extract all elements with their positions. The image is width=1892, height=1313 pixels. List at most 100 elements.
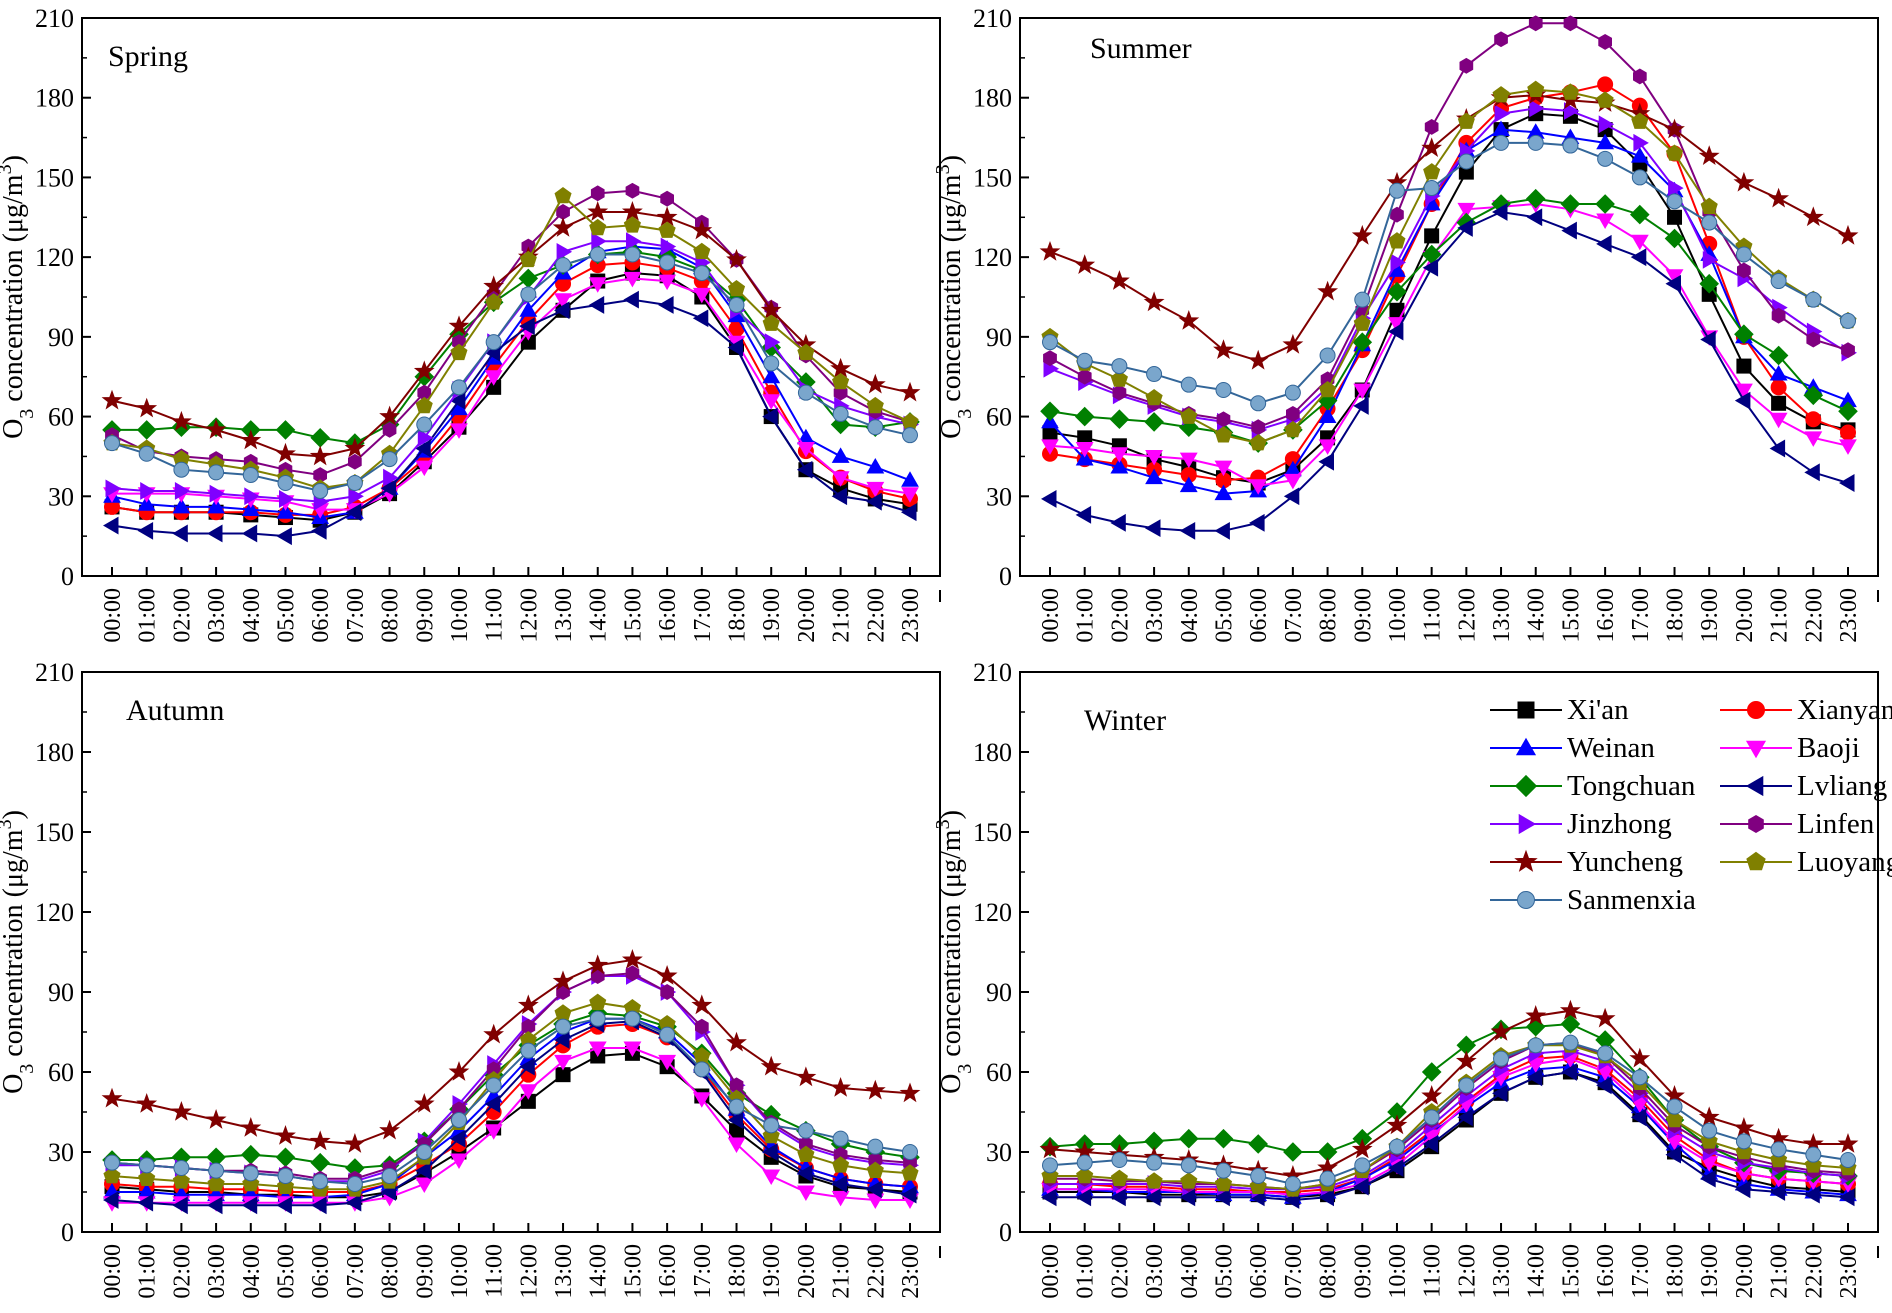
data-point-xianyang: [1840, 424, 1856, 441]
data-point-lvliang: [1457, 1108, 1473, 1127]
x-tick-label: 07:00: [1281, 1244, 1307, 1299]
data-point-luoyang: [762, 314, 780, 331]
data-point-sanmenxia: [1354, 1157, 1371, 1174]
data-point-luoyang: [103, 1166, 121, 1184]
data-point-sanmenxia: [1215, 1162, 1232, 1179]
data-point-lvliang: [796, 1164, 813, 1183]
data-point-lvliang: [1179, 1188, 1196, 1207]
x-tick-label: 06:00: [1246, 1244, 1272, 1299]
data-point-tongchuan: [1629, 204, 1650, 225]
data-point-yuncheng: [1317, 280, 1339, 301]
data-point-yuncheng: [413, 360, 435, 381]
data-point-yuncheng: [621, 948, 643, 969]
y-tick-label: 150: [35, 818, 74, 847]
data-point-linfen: [1077, 368, 1092, 385]
data-point-yuncheng: [448, 1060, 470, 1081]
data-point-yuncheng: [1143, 291, 1165, 312]
data-point-tongchuan: [1178, 1128, 1199, 1149]
data-point-jinzhong: [209, 484, 226, 503]
data-point-sanmenxia: [1527, 1037, 1544, 1054]
data-point-sanmenxia: [1146, 366, 1163, 383]
data-point-tongchuan: [275, 1147, 296, 1168]
data-point-luoyang: [589, 993, 607, 1010]
data-point-luoyang: [1214, 426, 1233, 443]
y-tick-label: 60: [986, 403, 1012, 432]
series-group: [1039, 15, 1859, 540]
data-point-xi-an: [1424, 228, 1440, 244]
data-point-lvliang: [102, 516, 119, 535]
data-point-sanmenxia: [485, 1077, 502, 1094]
data-point-yuncheng: [1108, 270, 1130, 290]
data-point-sanmenxia: [1597, 1045, 1614, 1062]
data-point-yuncheng: [413, 1092, 435, 1113]
data-point-luoyang: [1353, 314, 1371, 331]
data-point-jinzhong: [1494, 104, 1511, 123]
y-axis-title: O3 concentration (μg/m3): [932, 155, 976, 439]
data-point-xianyang: [1597, 76, 1614, 93]
data-point-tongchuan: [240, 1144, 261, 1165]
data-point-yuncheng: [1768, 187, 1790, 208]
data-point-luoyang: [1180, 1172, 1198, 1189]
data-point-sanmenxia: [138, 1157, 155, 1174]
data-point-sanmenxia: [1631, 169, 1648, 186]
data-point-sanmenxia: [1388, 182, 1405, 199]
data-point-linfen: [1286, 406, 1300, 422]
data-point-lvliang: [1665, 274, 1681, 293]
series-lvliang: [102, 290, 917, 546]
x-tick-label: 23:00: [898, 588, 924, 643]
data-point-luoyang: [1457, 112, 1475, 129]
series-yuncheng: [101, 200, 921, 466]
data-point-lvliang: [1040, 490, 1057, 508]
data-point-weinan: [241, 500, 260, 516]
data-point-lvliang: [1769, 439, 1786, 458]
x-tick-label: 19:00: [1697, 1244, 1723, 1299]
data-point-sanmenxia: [1354, 291, 1371, 308]
series-line-yuncheng: [1049, 1009, 1848, 1178]
y-axis-title: O3 concentration (μg/m3): [0, 155, 38, 439]
data-point-sanmenxia: [1042, 334, 1058, 351]
data-point-luoyang: [172, 1172, 190, 1189]
data-point-luoyang: [1388, 232, 1406, 249]
data-point-luoyang: [1249, 434, 1267, 451]
data-point-lvliang: [172, 524, 188, 543]
x-tick-label: 16:00: [655, 1244, 681, 1299]
series-tongchuan: [1040, 188, 1858, 453]
series-line-lvliang: [1049, 210, 1849, 532]
series-yuncheng: [101, 948, 921, 1153]
data-point-luoyang: [623, 216, 641, 233]
data-point-yuncheng: [726, 1031, 747, 1052]
y-tick-label: 60: [48, 403, 74, 432]
data-point-baoji: [692, 287, 711, 304]
data-point-lvliang: [1769, 1183, 1786, 1201]
y-tick-label: 210: [973, 4, 1012, 33]
x-tick-label: 09:00: [412, 588, 438, 643]
legend-item-baoji: Baoji: [1720, 732, 1860, 764]
x-tick-label: 11:00: [1420, 1244, 1446, 1298]
data-point-tongchuan: [275, 420, 296, 440]
legend-item-lvliang: Lvliang: [1720, 770, 1887, 802]
data-point-baoji: [519, 1084, 538, 1100]
legend-label: Weinan: [1567, 732, 1655, 764]
data-point-weinan: [762, 367, 781, 384]
data-point-baoji: [1839, 439, 1857, 455]
data-point-luoyang: [1145, 1172, 1163, 1189]
legend-marker: [1517, 701, 1535, 719]
data-point-lvliang: [345, 1193, 362, 1212]
data-point-sanmenxia: [728, 1098, 745, 1115]
data-point-yuncheng: [552, 970, 574, 991]
y-tick-label: 180: [35, 738, 74, 767]
x-tick-label: 07:00: [343, 1244, 369, 1299]
legend-marker: [1517, 891, 1535, 909]
data-point-sanmenxia: [1423, 180, 1440, 197]
data-point-sanmenxia: [1423, 1109, 1440, 1126]
legend-item-yuncheng: Yuncheng: [1490, 846, 1683, 878]
data-point-sanmenxia: [1527, 134, 1544, 151]
data-point-sanmenxia: [555, 257, 572, 274]
data-point-jinzhong: [1529, 99, 1545, 118]
data-point-luoyang: [1527, 80, 1545, 97]
y-tick-label: 150: [35, 163, 74, 192]
x-tick-label: 10:00: [447, 1244, 473, 1299]
data-point-yuncheng: [101, 1087, 123, 1108]
